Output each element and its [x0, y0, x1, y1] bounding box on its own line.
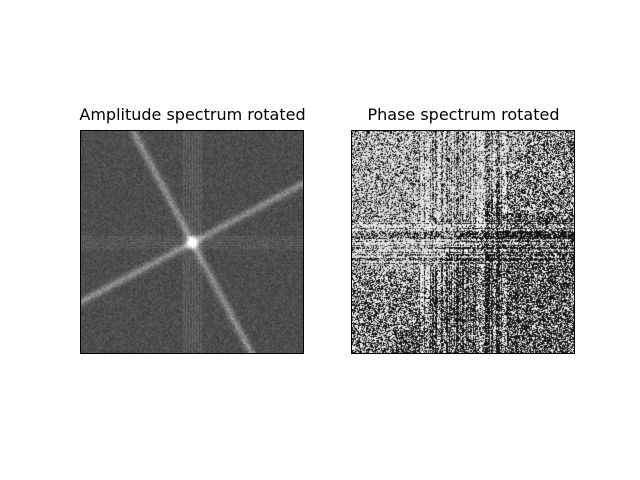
amplitude-spectrum-title: Amplitude spectrum rotated	[79, 105, 306, 124]
phase-spectrum-image	[351, 130, 575, 354]
amplitude-spectrum-canvas	[81, 131, 303, 353]
phase-spectrum-title: Phase spectrum rotated	[367, 105, 560, 124]
amplitude-spectrum-image	[80, 130, 304, 354]
phase-spectrum-canvas	[352, 131, 574, 353]
